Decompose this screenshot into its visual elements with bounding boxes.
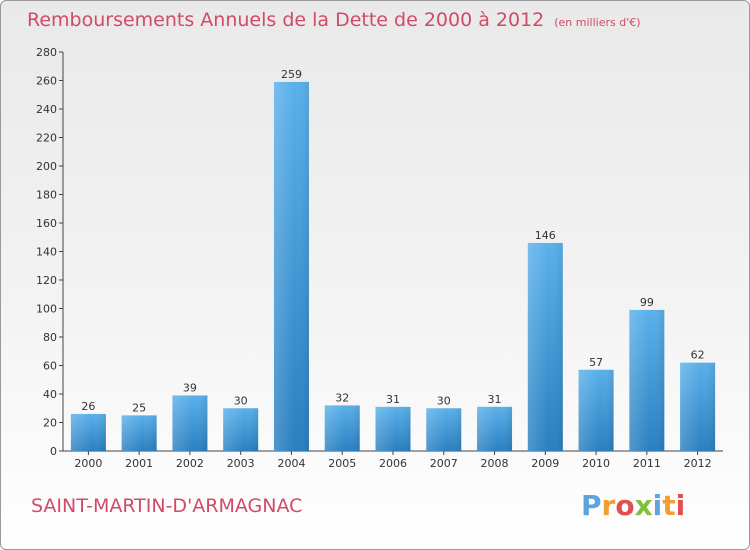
bar-shade	[680, 362, 716, 451]
logo-letter: x	[634, 489, 653, 522]
x-tick-label: 2010	[582, 457, 610, 470]
x-tick-label: 2009	[531, 457, 559, 470]
bar-shade	[172, 395, 208, 451]
bar-shade	[578, 369, 614, 451]
y-tick-label: 60	[43, 360, 57, 373]
y-tick-label: 140	[36, 246, 57, 259]
chart-subtitle: (en milliers d'€)	[554, 16, 641, 29]
data-label: 31	[488, 393, 502, 406]
data-label: 146	[535, 229, 556, 242]
y-tick-label: 100	[36, 303, 57, 316]
y-tick-label: 0	[50, 445, 57, 458]
x-tick-label: 2011	[633, 457, 661, 470]
logo-letter: o	[615, 489, 635, 522]
data-label: 57	[589, 356, 603, 369]
data-label: 99	[640, 296, 654, 309]
y-tick-label: 200	[36, 160, 57, 173]
x-tick-label: 2005	[328, 457, 356, 470]
x-tick-label: 2007	[430, 457, 458, 470]
x-tick-label: 2000	[74, 457, 102, 470]
chart-title: Remboursements Annuels de la Dette de 20…	[27, 9, 641, 31]
bar-shade	[121, 415, 157, 451]
logo-letter: t	[662, 489, 676, 522]
y-tick-label: 160	[36, 217, 57, 230]
data-label: 30	[437, 394, 451, 407]
bar-shade	[527, 242, 563, 451]
data-label: 32	[335, 391, 349, 404]
chart-title-text: Remboursements Annuels de la Dette de 20…	[27, 9, 545, 31]
y-tick-label: 120	[36, 274, 57, 287]
y-tick-label: 260	[36, 75, 57, 88]
y-tick-label: 280	[36, 46, 57, 59]
y-tick-label: 220	[36, 132, 57, 145]
data-label: 26	[81, 400, 95, 413]
x-tick-label: 2006	[379, 457, 407, 470]
y-tick-label: 80	[43, 331, 57, 344]
bar-shade	[324, 405, 360, 451]
y-tick-label: 40	[43, 388, 57, 401]
bar-shade	[70, 413, 106, 451]
bar-shade	[629, 309, 665, 451]
x-tick-label: 2001	[125, 457, 153, 470]
logo-letter: P	[581, 489, 602, 522]
x-tick-label: 2008	[481, 457, 509, 470]
data-label: 30	[234, 394, 248, 407]
y-tick-label: 20	[43, 417, 57, 430]
bar-shade	[426, 408, 462, 451]
x-tick-label: 2002	[176, 457, 204, 470]
y-tick-label: 180	[36, 189, 57, 202]
x-tick-label: 2003	[227, 457, 255, 470]
proxiti-logo: Proxiti	[581, 489, 685, 522]
town-name: SAINT-MARTIN-D'ARMAGNAC	[31, 495, 303, 517]
logo-letter: r	[601, 489, 616, 522]
logo-letter: i	[652, 489, 663, 522]
data-label: 31	[386, 393, 400, 406]
data-labels: 26 25 39 30 259 32 31 30 31 146 57 99 62	[81, 68, 704, 414]
logo-letter: i	[675, 489, 686, 522]
x-tick-label: 2012	[684, 457, 712, 470]
data-label: 259	[281, 68, 302, 81]
bar-shade	[375, 406, 411, 451]
bars	[70, 81, 716, 452]
y-tick-label: 240	[36, 103, 57, 116]
data-label: 62	[691, 349, 705, 362]
x-tick-label: 2004	[277, 457, 305, 470]
data-label: 39	[183, 381, 197, 394]
bar-shade	[477, 406, 513, 451]
data-label: 25	[132, 401, 146, 414]
bar-shade	[223, 408, 259, 451]
bar-shade	[273, 81, 309, 452]
